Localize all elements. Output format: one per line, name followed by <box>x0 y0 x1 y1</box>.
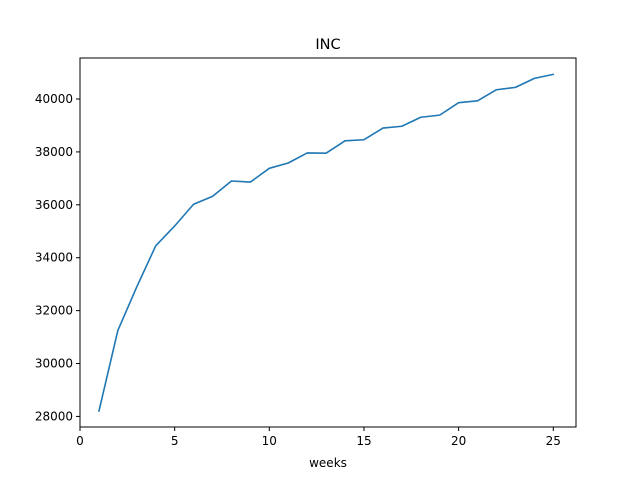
y-tick-label: 40000 <box>35 92 73 106</box>
x-tick-label: 20 <box>451 434 466 448</box>
y-tick-label: 34000 <box>35 251 73 265</box>
x-axis-ticks: 0 5 10 15 20 25 <box>76 427 561 448</box>
series-line <box>98 73 555 412</box>
y-axis-ticks: 28000 30000 32000 34000 36000 38000 40000 <box>35 92 80 423</box>
x-tick-label: 25 <box>546 434 561 448</box>
x-tick-label: 5 <box>171 434 179 448</box>
y-tick-label: 36000 <box>35 198 73 212</box>
y-tick-label: 32000 <box>35 304 73 318</box>
y-tick-label: 30000 <box>35 357 73 371</box>
x-tick-label: 10 <box>262 434 277 448</box>
x-axis-label: weeks <box>309 456 347 470</box>
y-tick-label: 38000 <box>35 145 73 159</box>
x-tick-label: 0 <box>76 434 84 448</box>
plot-frame <box>79 57 577 428</box>
series-layer <box>98 73 555 412</box>
y-tick-label: 28000 <box>35 409 73 423</box>
chart-title: INC <box>315 37 340 53</box>
x-tick-label: 15 <box>356 434 371 448</box>
